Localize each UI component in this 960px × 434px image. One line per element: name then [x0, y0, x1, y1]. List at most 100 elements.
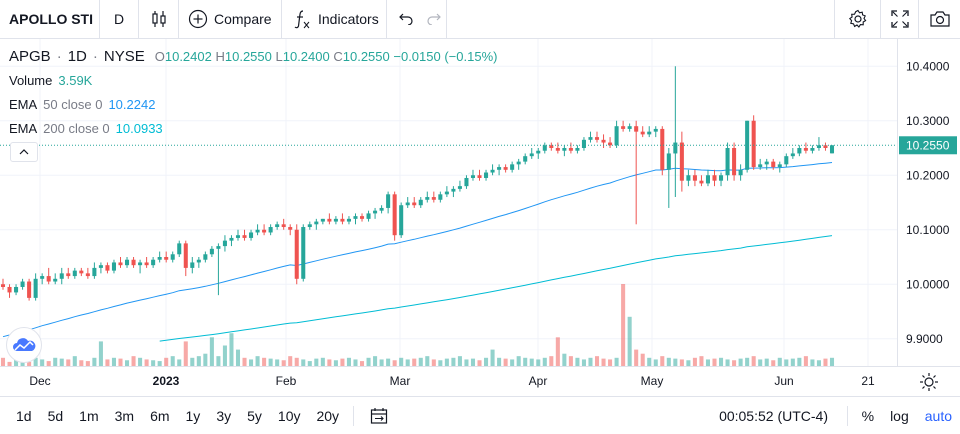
volume-bar — [621, 284, 626, 366]
volume-legend-row[interactable]: Volume 3.59K — [9, 68, 497, 92]
volume-bar — [666, 357, 671, 366]
volume-bar — [144, 359, 149, 366]
candle-body — [249, 232, 254, 238]
volume-bar — [66, 359, 71, 366]
candle — [444, 186, 449, 198]
log-scale-button[interactable]: log — [890, 407, 909, 424]
candle-body — [92, 267, 97, 277]
timeframe-20y[interactable]: 20y — [316, 407, 340, 424]
legend-collapse-button[interactable] — [10, 142, 38, 162]
time-tick-label: Mar — [390, 374, 411, 388]
candle-body — [307, 224, 312, 228]
redo-icon[interactable] — [427, 13, 441, 25]
percent-scale-button[interactable]: % — [861, 407, 875, 424]
volume-bar — [164, 357, 169, 366]
change-value: −0.0150 (−0.15%) — [393, 48, 498, 64]
candle — [438, 191, 443, 203]
candle — [92, 262, 97, 279]
volume-bar — [477, 360, 482, 366]
candle — [451, 186, 456, 198]
candle-body — [59, 273, 64, 279]
volume-bar — [464, 359, 469, 366]
candle — [484, 169, 489, 181]
compare-button[interactable]: Compare — [179, 0, 282, 38]
volume-bar — [72, 356, 77, 366]
volume-bar — [470, 358, 476, 366]
fullscreen-button[interactable] — [880, 0, 918, 38]
interval-button[interactable]: D — [100, 0, 139, 38]
candle-body — [177, 243, 182, 255]
camera-icon — [929, 11, 950, 27]
timeframe-3y[interactable]: 3y — [216, 407, 232, 424]
timeframe-1y[interactable]: 1y — [185, 407, 201, 424]
settings-button[interactable] — [834, 0, 880, 38]
volume-bar — [503, 358, 508, 366]
price-tick-label: 10.4000 — [906, 59, 950, 73]
ema200-legend-row[interactable]: EMA 200 close 0 10.0933 — [9, 116, 497, 140]
price-tick-label: 10.0000 — [906, 277, 950, 291]
time-axis-settings-button[interactable] — [919, 372, 939, 392]
volume-bar — [183, 341, 188, 366]
ema200-value: 10.0933 — [115, 120, 163, 136]
candle-body — [425, 197, 430, 200]
volume-bar — [719, 357, 724, 366]
clock[interactable]: 00:05:52 (UTC-4) — [719, 397, 828, 434]
time-axis[interactable]: Dec 2023 Feb Mar Apr May Jun 21 — [0, 366, 960, 397]
ema50-legend-row[interactable]: EMA 50 close 0 10.2242 — [9, 92, 497, 116]
candle-body — [699, 180, 704, 184]
volume-bar — [790, 358, 795, 366]
candle-body — [373, 210, 378, 214]
candle — [523, 153, 528, 165]
candle — [732, 142, 737, 181]
tradingview-logo[interactable] — [6, 327, 42, 363]
volume-bar — [451, 357, 456, 366]
ema50-value: 10.2242 — [108, 96, 156, 112]
legend-ticker[interactable]: APGB — [9, 47, 51, 65]
symbol-search-button[interactable]: APOLLO STI — [0, 0, 100, 38]
volume-bar — [490, 349, 495, 366]
chart-type-button[interactable] — [139, 0, 179, 38]
candle — [745, 120, 750, 173]
volume-bar — [777, 357, 782, 366]
last-price-label: 10.2550 — [906, 138, 950, 152]
timeframe-6m[interactable]: 6m — [150, 407, 170, 424]
date-range-button[interactable] — [360, 407, 398, 425]
candle — [542, 142, 547, 154]
timeframe-5d[interactable]: 5d — [47, 407, 64, 424]
volume-bar — [771, 360, 776, 366]
price-axis[interactable]: 10.4000 10.3000 10.2000 10.1000 10.0000 9.900… — [897, 39, 960, 366]
candle — [164, 251, 169, 263]
undo-icon[interactable] — [399, 13, 413, 25]
timeframe-1d[interactable]: 1d — [16, 407, 32, 424]
candle-body — [627, 126, 632, 129]
volume-bar — [679, 359, 684, 366]
candle-body — [477, 175, 482, 178]
candle-body — [451, 188, 456, 192]
candle-body — [190, 262, 195, 268]
legend-dot: · — [92, 47, 98, 65]
candle — [379, 205, 384, 214]
snapshot-button[interactable] — [918, 0, 960, 38]
candle-body — [157, 257, 162, 260]
candle — [529, 148, 534, 159]
indicators-button[interactable]: Indicators — [282, 0, 387, 38]
volume-bar — [275, 359, 280, 366]
candle-body — [784, 156, 789, 165]
volume-bar — [281, 360, 286, 366]
candle — [249, 229, 254, 241]
price-chart[interactable] — [0, 39, 897, 366]
timeframe-1m[interactable]: 1m — [79, 407, 99, 424]
timeframe-3m[interactable]: 3m — [114, 407, 135, 424]
clock-time: 00:05:52 (UTC-4) — [719, 407, 828, 424]
candle-body — [229, 237, 234, 241]
candle — [575, 145, 580, 154]
volume-bar — [457, 356, 462, 366]
timeframe-10y[interactable]: 10y — [277, 407, 301, 424]
candle — [555, 142, 560, 154]
volume-bar — [301, 359, 306, 366]
candle-body — [660, 128, 665, 170]
auto-scale-button[interactable]: auto — [924, 407, 952, 424]
candle — [412, 197, 417, 208]
volume-bar — [725, 359, 730, 366]
timeframe-5y[interactable]: 5y — [247, 407, 262, 424]
